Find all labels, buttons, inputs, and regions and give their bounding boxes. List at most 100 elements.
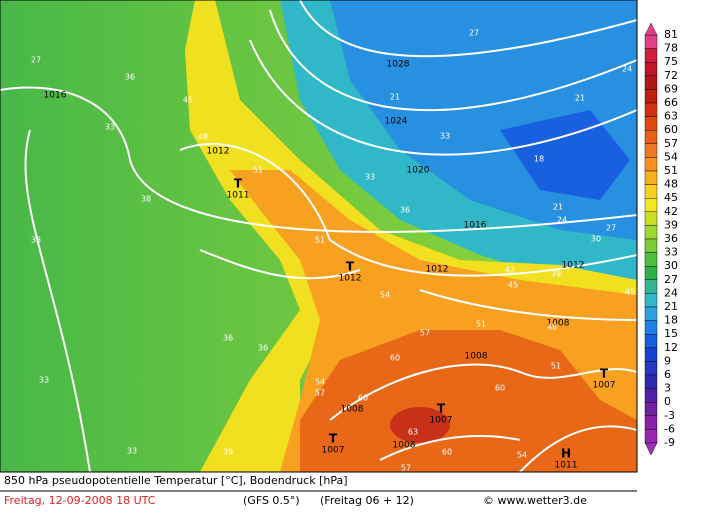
temperature-label: 60 <box>442 448 452 457</box>
temperature-label: 45 <box>183 96 193 105</box>
legend-label: 12 <box>664 341 678 354</box>
temperature-label: 54 <box>517 451 527 460</box>
legend-label: 60 <box>664 123 678 136</box>
legend-label: 48 <box>664 178 678 191</box>
isobar-label: 1024 <box>385 117 408 127</box>
temperature-label: 36 <box>223 334 233 343</box>
legend-label: 3 <box>664 382 671 395</box>
legend-swatch <box>644 374 658 389</box>
temperature-label: 27 <box>606 224 616 233</box>
legend-swatch <box>644 62 658 77</box>
temperature-label: 54 <box>380 291 390 300</box>
legend-swatch <box>644 48 658 63</box>
pressure-center-type: T <box>600 367 609 381</box>
map-field <box>0 0 637 472</box>
legend-swatch <box>644 415 658 430</box>
temperature-label: 36 <box>258 344 268 353</box>
legend-swatch <box>644 238 658 253</box>
legend-label: 63 <box>664 110 678 123</box>
legend-label: 69 <box>664 82 678 95</box>
legend-swatch <box>644 116 658 131</box>
temperature-label: 60 <box>495 384 505 393</box>
legend-label: 57 <box>664 137 678 150</box>
legend-swatch <box>644 34 658 49</box>
legend-swatch <box>644 347 658 362</box>
isobar-label: 1020 <box>407 166 430 176</box>
isobar-label: 1028 <box>387 60 410 70</box>
pressure-center-value: 1007 <box>593 381 616 391</box>
temperature-label: 57 <box>401 464 411 473</box>
legend-label: 66 <box>664 96 678 109</box>
legend-swatch <box>644 306 658 321</box>
temperature-label: 42 <box>505 266 515 275</box>
legend-arrow-bottom <box>644 442 658 456</box>
temperature-label: 33 <box>39 376 49 385</box>
legend-swatch <box>644 320 658 335</box>
legend-swatch <box>644 293 658 308</box>
legend-label: 75 <box>664 55 678 68</box>
temperature-label: 51 <box>476 320 486 329</box>
temperature-label: 21 <box>553 203 563 212</box>
legend-label: 51 <box>664 164 678 177</box>
legend-swatch <box>644 129 658 144</box>
legend-swatch <box>644 402 658 417</box>
temperature-label: 54 <box>315 378 325 387</box>
pressure-center-value: 1007 <box>322 446 345 456</box>
legend-label: 72 <box>664 69 678 82</box>
legend-label: 6 <box>664 368 671 381</box>
legend-label: -3 <box>664 409 675 422</box>
legend-swatch <box>644 157 658 172</box>
temperature-label: 33 <box>31 236 41 245</box>
legend-label: 36 <box>664 232 678 245</box>
pressure-center-value: 1011 <box>227 191 250 201</box>
temperature-label: 51 <box>315 236 325 245</box>
temperature-label: 30 <box>591 235 601 244</box>
temperature-label: 18 <box>534 155 544 164</box>
pressure-center-value: 1011 <box>555 461 578 471</box>
legend-label: 39 <box>664 218 678 231</box>
legend-swatch <box>644 211 658 226</box>
temperature-label: 36 <box>125 73 135 82</box>
legend-label: 42 <box>664 205 678 218</box>
temperature-label: 60 <box>390 354 400 363</box>
legend-label: 21 <box>664 300 678 313</box>
legend-label: -9 <box>664 436 675 449</box>
isobar-label: 1016 <box>44 91 67 101</box>
valid-time: Freitag, 12-09-2008 18 UTC <box>4 494 156 507</box>
credit: © www.wetter3.de <box>483 494 587 507</box>
legend-label: 27 <box>664 273 678 286</box>
model: (GFS 0.5°) <box>243 494 300 507</box>
temperature-label: 24 <box>622 65 632 74</box>
temperature-label: 36 <box>400 206 410 215</box>
legend-arrow-top <box>644 22 658 36</box>
legend-label: 45 <box>664 191 678 204</box>
temperature-label: 33 <box>440 132 450 141</box>
temperature-label: 39 <box>551 270 561 279</box>
isobar-label: 1008 <box>393 441 416 451</box>
temperature-label: 38 <box>141 195 151 204</box>
pressure-center-type: T <box>234 177 243 191</box>
legend-label: 54 <box>664 150 678 163</box>
legend-swatch <box>644 334 658 349</box>
isobar-label: 1008 <box>341 405 364 415</box>
legend-swatch <box>644 429 658 444</box>
temperature-label: 57 <box>315 389 325 398</box>
footer-title: 850 hPa pseudopotentielle Temperatur [°C… <box>4 474 348 487</box>
temperature-label: 45 <box>508 281 518 290</box>
temperature-label: 33 <box>365 173 375 182</box>
legend-swatch <box>644 252 658 267</box>
temperature-label: 63 <box>408 428 418 437</box>
isobar-label: 1012 <box>562 261 585 271</box>
pressure-center-value: 1012 <box>339 274 362 284</box>
temperature-label: 57 <box>420 329 430 338</box>
temperature-label: 33 <box>127 447 137 456</box>
legend-swatch <box>644 388 658 403</box>
legend-swatch <box>644 361 658 376</box>
legend-label: 24 <box>664 286 678 299</box>
temperature-label: 39 <box>223 448 233 457</box>
legend-swatch <box>644 75 658 90</box>
legend-swatch <box>644 266 658 281</box>
temperature-label: 21 <box>575 94 585 103</box>
map-frame <box>0 0 638 473</box>
